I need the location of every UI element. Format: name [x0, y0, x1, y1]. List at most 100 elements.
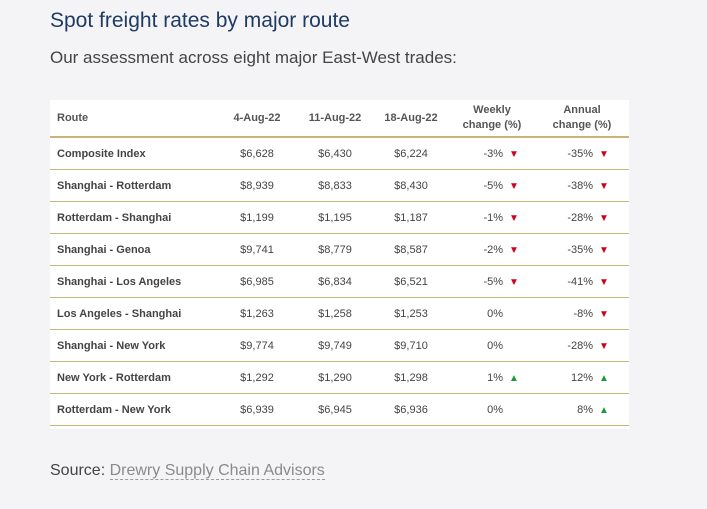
down-arrow-icon: ▼ — [509, 212, 519, 224]
weekly-change-cell: -3% ▼ — [449, 137, 535, 170]
weekly-change-value: 0% — [487, 403, 503, 416]
rate-cell-date-3: $1,187 — [373, 201, 449, 234]
down-arrow-icon: ▼ — [599, 244, 609, 256]
table-row: Composite Index $6,628 $6,430 $6,224 -3% ▼ -35… — [50, 137, 629, 170]
table-row: New York - Rotterdam $1,292 $1,290 $1,298 1%… — [50, 361, 629, 394]
annual-change-cell: 12% ▲ — [535, 361, 629, 394]
rate-cell-date-2: $6,945 — [297, 393, 373, 426]
rate-cell-date-3: $6,936 — [373, 393, 449, 426]
down-arrow-icon: ▼ — [509, 180, 519, 192]
annual-change-cell: 8% ▲ — [535, 393, 629, 426]
rate-cell-date-2: $1,258 — [297, 297, 373, 330]
weekly-change-value: 0% — [487, 339, 503, 352]
table-row: Shanghai - Rotterdam $8,939 $8,833 $8,430 -5… — [50, 169, 629, 202]
freight-rates-table-container: Route 4-Aug-22 11-Aug-22 18-Aug-22 Weekl… — [50, 100, 629, 429]
down-arrow-icon: ▼ — [599, 308, 609, 320]
column-header-date-3: 18-Aug-22 — [373, 100, 449, 138]
rate-cell-date-2: $8,833 — [297, 169, 373, 202]
annual-change-value: -38% — [567, 179, 593, 192]
rate-cell-date-3: $8,587 — [373, 233, 449, 266]
down-arrow-icon: ▼ — [509, 148, 519, 160]
annual-change-cell: -28% ▼ — [535, 201, 629, 234]
annual-change-cell: -38% ▼ — [535, 169, 629, 202]
rate-cell-date-2: $6,430 — [297, 137, 373, 170]
down-arrow-icon: ▼ — [599, 340, 609, 352]
rate-cell-date-1: $1,292 — [217, 361, 297, 394]
rate-cell-date-1: $6,628 — [217, 137, 297, 170]
rate-cell-date-1: $1,263 — [217, 297, 297, 330]
up-arrow-icon: ▲ — [599, 404, 609, 416]
rate-cell-date-2: $8,779 — [297, 233, 373, 266]
table-row: Los Angeles - Shanghai $1,263 $1,258 $1,253… — [50, 297, 629, 330]
route-cell: Rotterdam - Shanghai — [50, 201, 217, 234]
route-cell: Shanghai - Genoa — [50, 233, 217, 266]
weekly-change-cell: 1% ▲ — [449, 361, 535, 394]
annual-change-value: -28% — [567, 339, 593, 352]
annual-change-value: -35% — [567, 243, 593, 256]
rate-cell-date-3: $9,710 — [373, 329, 449, 362]
rate-cell-date-1: $8,939 — [217, 169, 297, 202]
weekly-change-cell: -1% ▼ — [449, 201, 535, 234]
annual-change-value: -8% — [573, 307, 593, 320]
table-row: Rotterdam - New York $6,939 $6,945 $6,936 0%… — [50, 393, 629, 426]
table-row: Shanghai - Los Angeles $6,985 $6,834 $6,521… — [50, 265, 629, 298]
source-line: Source: Drewry Supply Chain Advisors — [50, 462, 325, 480]
route-cell: Composite Index — [50, 137, 217, 170]
weekly-change-value: -5% — [483, 179, 503, 192]
rate-cell-date-2: $9,749 — [297, 329, 373, 362]
route-cell: Rotterdam - New York — [50, 393, 217, 426]
rate-cell-date-2: $1,195 — [297, 201, 373, 234]
weekly-change-value: -1% — [483, 211, 503, 224]
down-arrow-icon: ▼ — [599, 212, 609, 224]
table-row: Shanghai - Genoa $9,741 $8,779 $8,587 -2% ▼ -3… — [50, 233, 629, 266]
rate-cell-date-1: $6,939 — [217, 393, 297, 426]
source-label: Source: — [50, 462, 106, 479]
column-header-route: Route — [50, 100, 217, 138]
rate-cell-date-3: $8,430 — [373, 169, 449, 202]
weekly-change-value: -5% — [483, 275, 503, 288]
column-header-annual-change: Annual change (%) — [535, 100, 629, 138]
route-cell: Shanghai - Rotterdam — [50, 169, 217, 202]
rate-cell-date-1: $9,741 — [217, 233, 297, 266]
weekly-change-cell: -5% ▼ — [449, 265, 535, 298]
rate-cell-date-3: $6,224 — [373, 137, 449, 170]
annual-change-value: 8% — [577, 403, 593, 416]
rate-cell-date-2: $1,290 — [297, 361, 373, 394]
column-header-date-1: 4-Aug-22 — [217, 100, 297, 138]
source-link[interactable]: Drewry Supply Chain Advisors — [109, 462, 325, 480]
page-subtitle: Our assessment across eight major East-W… — [50, 48, 457, 67]
annual-change-cell: -35% ▼ — [535, 137, 629, 170]
route-cell: Los Angeles - Shanghai — [50, 297, 217, 330]
up-arrow-icon: ▲ — [509, 372, 519, 384]
rate-cell-date-3: $1,253 — [373, 297, 449, 330]
rate-cell-date-2: $6,834 — [297, 265, 373, 298]
weekly-change-cell: 0% — [449, 297, 535, 330]
column-header-date-2: 11-Aug-22 — [297, 100, 373, 138]
rate-cell-date-1: $9,774 — [217, 329, 297, 362]
annual-change-value: -28% — [567, 211, 593, 224]
down-arrow-icon: ▼ — [509, 276, 519, 288]
annual-change-value: -41% — [567, 275, 593, 288]
rate-cell-date-1: $6,985 — [217, 265, 297, 298]
weekly-change-value: 1% — [487, 371, 503, 384]
table-header-row: Route 4-Aug-22 11-Aug-22 18-Aug-22 Weekl… — [50, 100, 629, 138]
page-title: Spot freight rates by major route — [50, 9, 350, 32]
annual-change-cell: -35% ▼ — [535, 233, 629, 266]
down-arrow-icon: ▼ — [509, 244, 519, 256]
weekly-change-cell: -2% ▼ — [449, 233, 535, 266]
freight-rates-table: Route 4-Aug-22 11-Aug-22 18-Aug-22 Weekl… — [50, 100, 629, 426]
up-arrow-icon: ▲ — [599, 372, 609, 384]
down-arrow-icon: ▼ — [599, 276, 609, 288]
annual-change-cell: -8% ▼ — [535, 297, 629, 330]
table-row: Shanghai - New York $9,774 $9,749 $9,710 0% -… — [50, 329, 629, 362]
annual-change-cell: -28% ▼ — [535, 329, 629, 362]
down-arrow-icon: ▼ — [599, 180, 609, 192]
weekly-change-cell: 0% — [449, 393, 535, 426]
weekly-change-cell: -5% ▼ — [449, 169, 535, 202]
rate-cell-date-3: $6,521 — [373, 265, 449, 298]
weekly-change-value: -2% — [483, 243, 503, 256]
down-arrow-icon: ▼ — [599, 148, 609, 160]
rate-cell-date-3: $1,298 — [373, 361, 449, 394]
weekly-change-cell: 0% — [449, 329, 535, 362]
column-header-weekly-change: Weekly change (%) — [449, 100, 535, 138]
